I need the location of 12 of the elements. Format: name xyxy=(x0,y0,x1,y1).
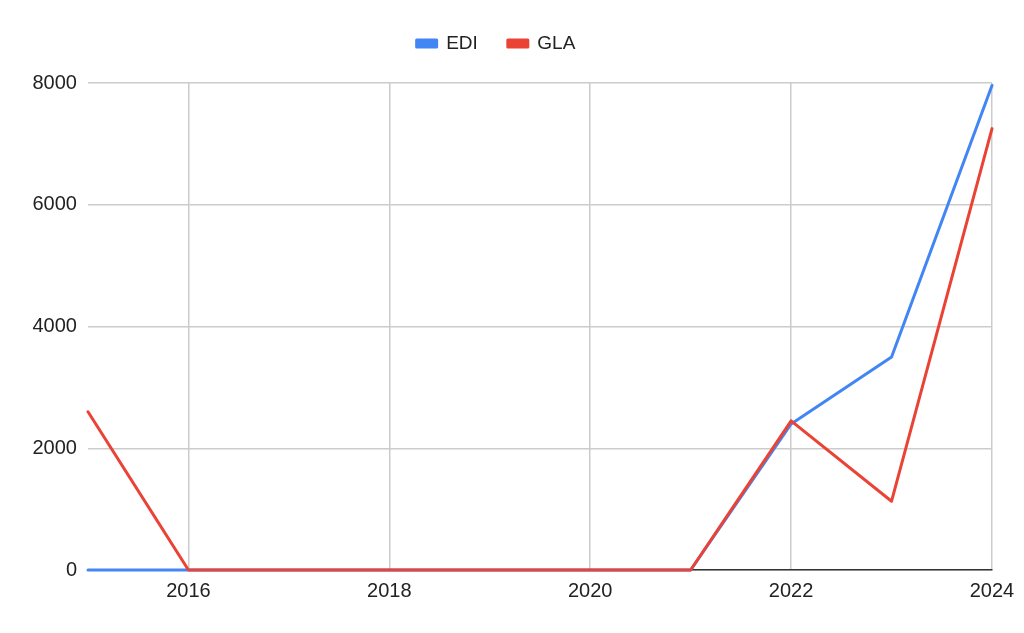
legend-label: GLA xyxy=(537,31,576,53)
y-tick-label: 6000 xyxy=(32,192,77,215)
legend-label: EDI xyxy=(446,31,478,53)
y-tick-label: 4000 xyxy=(32,314,77,337)
x-tick-label: 2024 xyxy=(969,578,1015,601)
y-tick-label: 8000 xyxy=(32,70,77,93)
x-tick-label: 2022 xyxy=(768,578,814,601)
y-tick-label: 2000 xyxy=(32,435,77,458)
y-tick-label: 0 xyxy=(65,557,77,580)
x-tick-label: 2016 xyxy=(166,578,211,601)
x-tick-label: 2018 xyxy=(367,578,412,601)
x-tick-label: 2020 xyxy=(567,578,613,601)
